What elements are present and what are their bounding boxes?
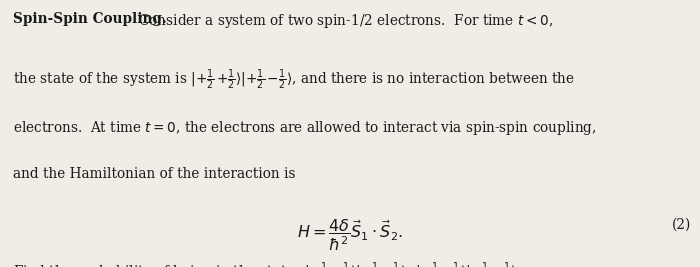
Text: (2): (2) <box>672 218 692 231</box>
Text: electrons.  At time $t = 0$, the electrons are allowed to interact via spin-spin: electrons. At time $t = 0$, the electron… <box>13 119 596 137</box>
Text: the state of the system is $|{+}\frac{1}{2}\,{+}\frac{1}{2}\rangle|{+}\frac{1}{2: the state of the system is $|{+}\frac{1}… <box>13 68 575 92</box>
Text: Consider a system of two spin-1/2 electrons.  For time $t < 0$,: Consider a system of two spin-1/2 electr… <box>134 12 554 30</box>
Text: and the Hamiltonian of the interaction is: and the Hamiltonian of the interaction i… <box>13 167 295 181</box>
Text: Spin-Spin Coupling.: Spin-Spin Coupling. <box>13 12 167 26</box>
Text: $H = \dfrac{4\delta}{\hbar^2}\vec{S}_1 \cdot \vec{S}_2.$: $H = \dfrac{4\delta}{\hbar^2}\vec{S}_1 \… <box>297 218 403 253</box>
Text: Find the probability of being in the states $|{+}\frac{1}{2}\,{+}\frac{1}{2}\ran: Find the probability of being in the sta… <box>13 260 521 267</box>
